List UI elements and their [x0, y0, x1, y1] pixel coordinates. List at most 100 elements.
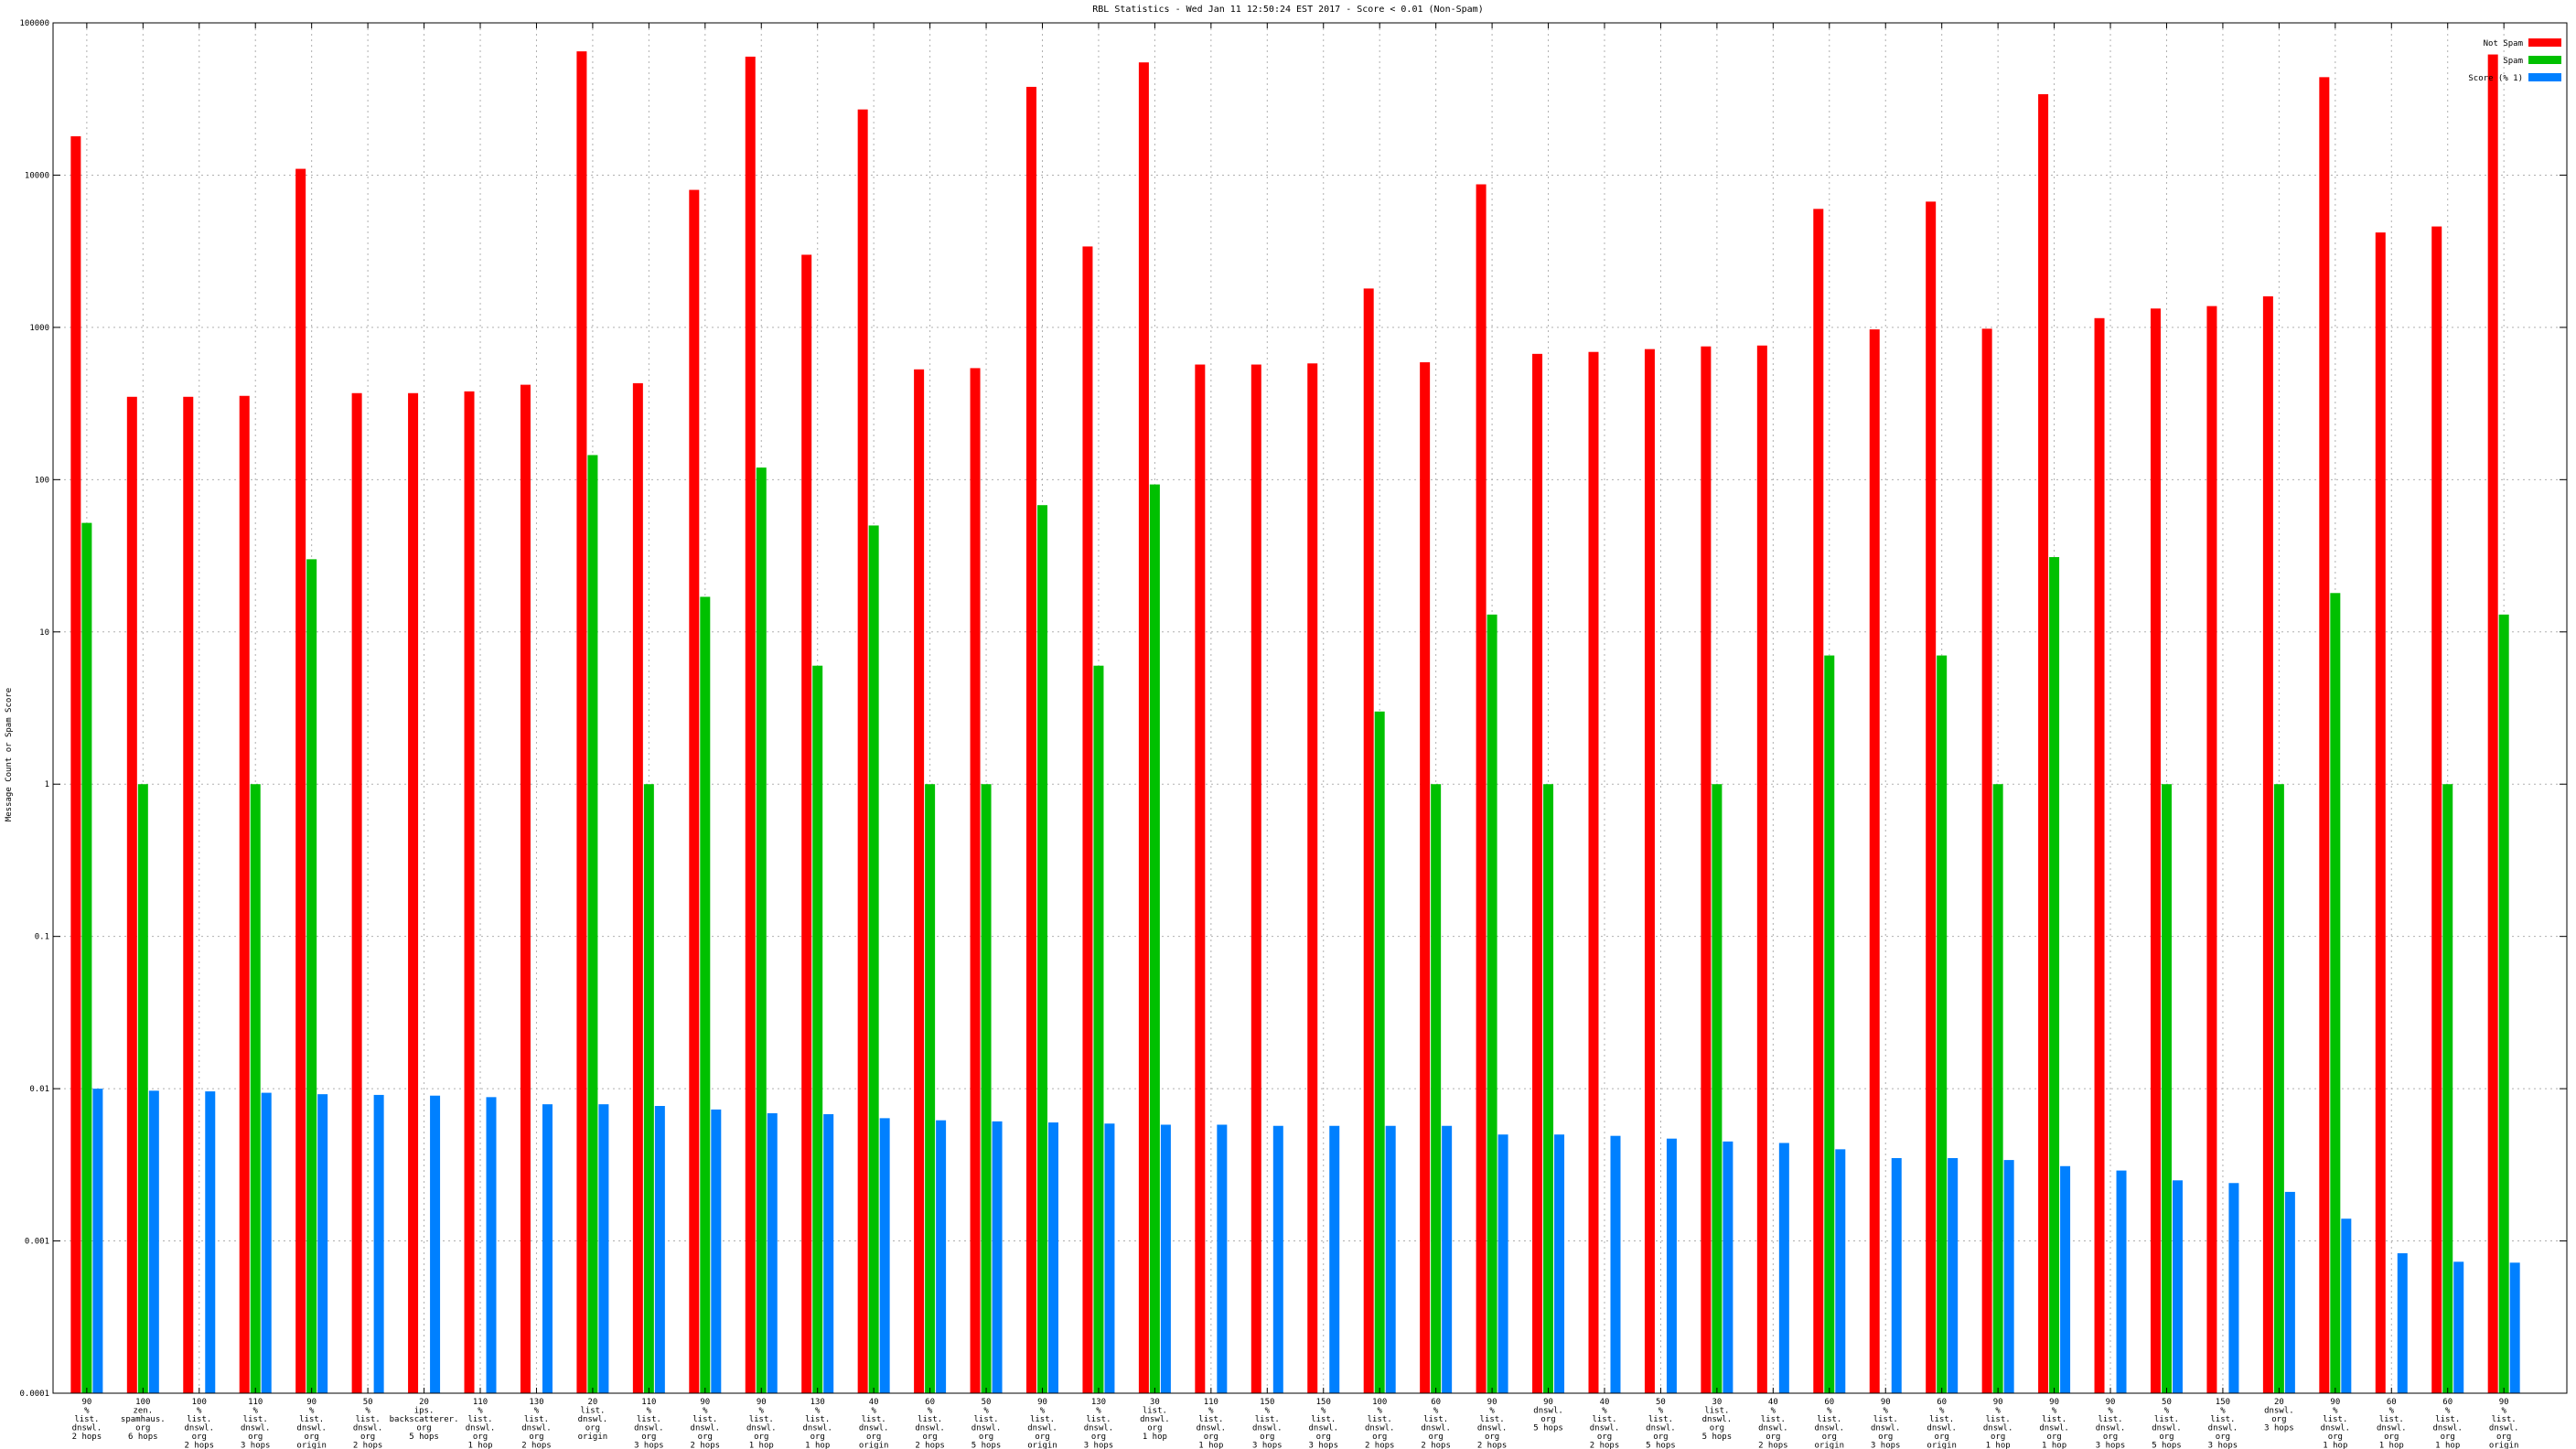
x-category-label: 110% list. dnswl. org 1 hop	[1197, 1398, 1227, 1449]
x-category-label-line: dnswl.	[2039, 1424, 2069, 1433]
x-category-label-line: %	[2108, 1407, 2113, 1416]
x-category-label-line: 100	[1372, 1398, 1387, 1407]
x-category-label: 50% list. dnswl. org 5 hops	[2152, 1398, 2182, 1449]
x-category-label-line: list.	[692, 1415, 717, 1424]
x-category-label-line: 90	[700, 1398, 710, 1407]
bar-not-spam	[2319, 77, 2330, 1393]
x-category-label-line: org	[2441, 1433, 2455, 1442]
bar-spam	[1937, 655, 1948, 1393]
x-category-label-line: list.	[918, 1415, 942, 1424]
x-category-label: 90% list. dnswl. org 3 hops	[1871, 1398, 1901, 1449]
bar-not-spam	[2262, 295, 2273, 1393]
x-category-label: 150% list. dnswl. org 3 hops	[1308, 1398, 1338, 1449]
x-category-label-line: 110	[248, 1398, 263, 1407]
x-category-label-line: 90	[1487, 1398, 1497, 1407]
x-category-label-line: dnswl.	[2208, 1424, 2238, 1433]
x-category-label-line: spamhaus.	[121, 1415, 166, 1424]
bar-spam	[643, 784, 654, 1393]
x-category-label-line: org	[1935, 1433, 1949, 1442]
bar-score-1-	[92, 1089, 103, 1393]
x-category-label-line: dnswl.	[1871, 1424, 1901, 1433]
x-category-label: 50% list. dnswl. org 5 hops	[1646, 1398, 1676, 1449]
x-category-label-line: %	[1489, 1407, 1495, 1416]
x-category-label-line: dnswl.	[802, 1424, 832, 1433]
bar-not-spam	[1813, 209, 1824, 1394]
bar-score-1-	[992, 1121, 1003, 1393]
x-category-label-line: 50	[982, 1398, 992, 1407]
bar-spam	[1992, 784, 2003, 1393]
x-category-label-line: %	[1433, 1407, 1439, 1416]
x-category-label-line: 5 hops	[2152, 1442, 2182, 1449]
bar-spam	[2161, 784, 2172, 1393]
bar-not-spam	[2038, 93, 2049, 1393]
bar-score-1-	[205, 1091, 216, 1393]
x-category-label-line: org	[641, 1433, 656, 1442]
bar-not-spam	[970, 368, 981, 1394]
x-category-label-line: ips.	[414, 1407, 435, 1416]
x-category-label-line: 20	[587, 1398, 597, 1407]
x-category-label-line: dnswl.	[1084, 1424, 1114, 1433]
x-category-label: 100 zen. spamhaus. org 6 hops	[121, 1398, 166, 1442]
x-category-label-line: list.	[1086, 1415, 1111, 1424]
bar-not-spam	[914, 369, 925, 1394]
x-category-label-line: dnswl.	[2152, 1424, 2182, 1433]
bar-not-spam	[1532, 353, 1543, 1393]
x-category-label-line: 60	[2442, 1398, 2453, 1407]
x-category-label-line: %	[2220, 1407, 2226, 1416]
x-category-label: 150% list. dnswl. org 3 hops	[1252, 1398, 1283, 1449]
x-category-label-line: list.	[2154, 1415, 2179, 1424]
x-category-label-line: org	[698, 1433, 713, 1442]
x-category-label-line: 5 hops	[1646, 1442, 1676, 1449]
x-category-label-line: list.	[467, 1415, 492, 1424]
bar-score-1-	[1610, 1135, 1621, 1393]
x-category-label: 90% list. dnswl. org 1 hop	[2321, 1398, 2351, 1449]
x-category-label-line: %	[759, 1407, 765, 1416]
x-category-label-line: list.	[243, 1415, 268, 1424]
x-category-label-line: origin	[1927, 1442, 1957, 1449]
x-category-label-line: 60	[1937, 1398, 1947, 1407]
x-category-label-line: 150	[1316, 1398, 1331, 1407]
x-category-label-line: org	[810, 1433, 825, 1442]
x-category-label-line: %	[365, 1407, 370, 1416]
x-category-label-line: org	[1147, 1424, 1162, 1433]
x-category-label-line: 90	[2499, 1398, 2509, 1407]
bar-score-1-	[2284, 1191, 2295, 1393]
x-category-label-line: 1 hop	[467, 1442, 492, 1449]
x-category-label-line: 3 hops	[2208, 1442, 2238, 1449]
bar-not-spam	[745, 56, 756, 1393]
x-category-label-line: %	[478, 1407, 483, 1416]
y-tick-label: 0.01	[29, 1085, 49, 1094]
x-category-label-line: dnswl.	[1308, 1424, 1338, 1433]
x-category-label-line: list.	[1929, 1415, 1954, 1424]
bar-score-1-	[2116, 1170, 2127, 1393]
x-category-label-line: %	[871, 1407, 876, 1416]
bar-spam	[2049, 556, 2060, 1393]
x-category-label-line: 3 hops	[2264, 1424, 2294, 1433]
bar-score-1-	[1497, 1134, 1508, 1393]
bar-score-1-	[1948, 1157, 1959, 1393]
x-category-label-line: org	[1822, 1433, 1837, 1442]
bar-score-1-	[711, 1109, 722, 1393]
bar-score-1-	[1385, 1125, 1396, 1393]
x-category-label-line: org	[1429, 1433, 1444, 1442]
x-category-label-line: dnswl.	[1421, 1424, 1451, 1433]
x-category-label-line: org	[360, 1433, 375, 1442]
x-category-label-line: %	[1995, 1407, 2001, 1416]
bar-spam	[981, 784, 992, 1393]
y-tick-label: 0.0001	[19, 1390, 49, 1399]
bar-score-1-	[486, 1097, 497, 1393]
x-category-label-line: list.	[299, 1415, 324, 1424]
x-category-label: 90% list. dnswl. org 2 hops	[691, 1398, 721, 1449]
x-category-label-line: 90	[757, 1398, 767, 1407]
x-category-label-line: %	[2389, 1407, 2395, 1416]
bar-not-spam	[126, 396, 137, 1393]
bar-score-1-	[261, 1092, 272, 1393]
bar-not-spam	[1420, 362, 1431, 1393]
x-category-label-line: %	[309, 1407, 315, 1416]
x-category-label-line: 2 hops	[691, 1442, 721, 1449]
x-category-label-line: 2 hops	[1421, 1442, 1451, 1449]
x-category-label-line: list.	[805, 1415, 830, 1424]
x-category-label-line: backscatterer.	[390, 1415, 459, 1424]
x-category-label-line: dnswl.	[2096, 1424, 2126, 1433]
x-category-label-line: org	[1766, 1433, 1780, 1442]
